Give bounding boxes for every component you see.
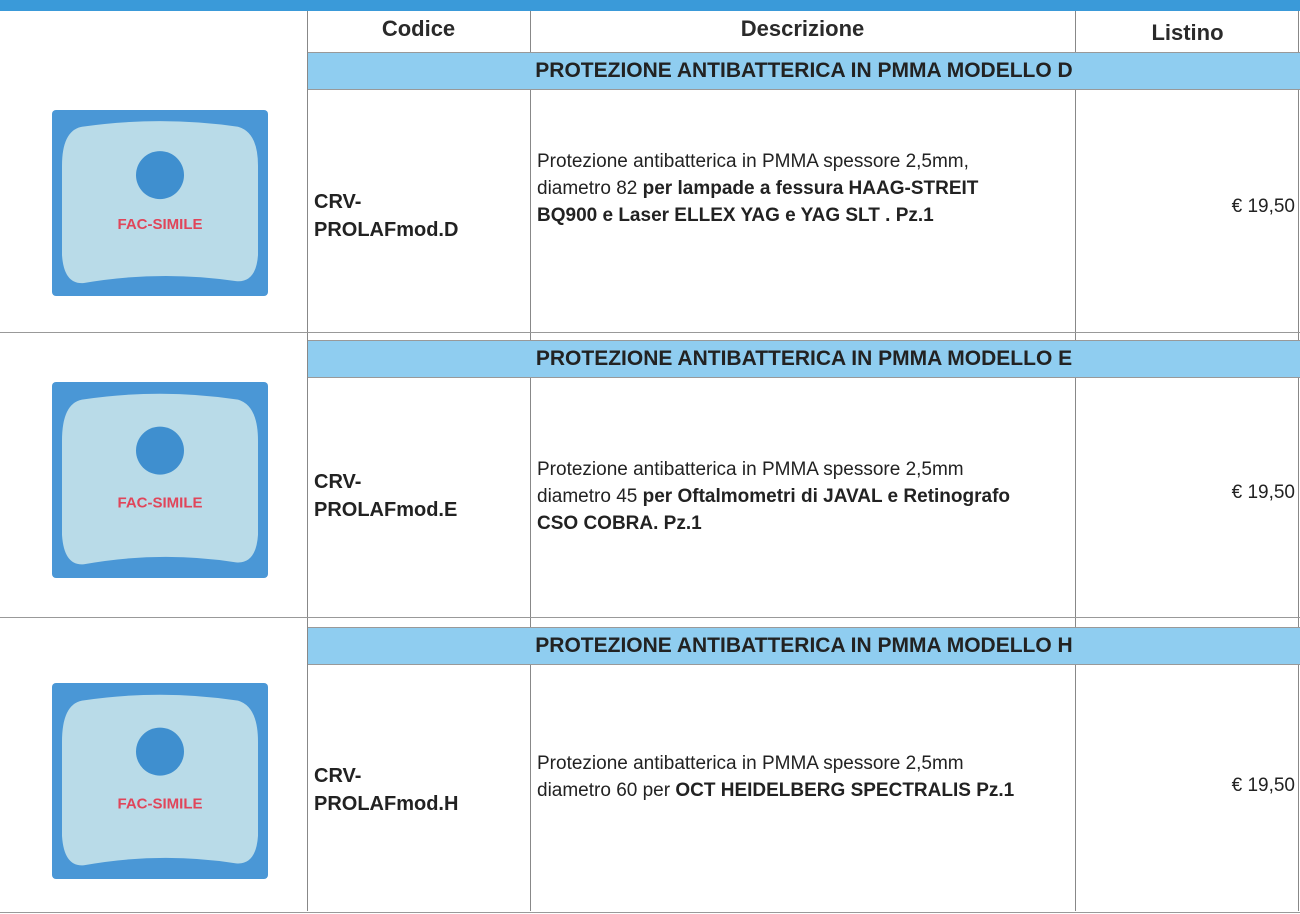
product-description: Protezione antibatterica in PMMA spessor… — [537, 750, 1037, 804]
product-code: CRV-PROLAFmod.E — [314, 471, 458, 521]
product-image: FAC-SIMILE — [52, 110, 268, 296]
product-price: € 19,50 — [1231, 482, 1295, 503]
product-image-svg: FAC-SIMILE — [52, 683, 268, 879]
col-divider — [1075, 11, 1076, 911]
description-segment: OCT HEIDELBERG SPECTRALIS Pz.1 — [675, 780, 1015, 801]
product-code: CRV-PROLAFmod.H — [314, 765, 459, 815]
description-segment: Protezione antibatterica in PMMA spessor… — [537, 151, 969, 199]
product-description: Protezione antibatterica in PMMA spessor… — [537, 148, 1037, 229]
description-segment: per lampade a fessura HAAG-STREIT BQ900 … — [537, 178, 979, 226]
product-price: € 19,50 — [1231, 775, 1295, 796]
header-descrizione: Descrizione — [740, 16, 865, 41]
section-title: PROTEZIONE ANTIBATTERICA IN PMMA MODELLO… — [308, 52, 1300, 90]
col-divider — [307, 11, 308, 911]
header-codice: Codice — [381, 16, 456, 41]
row-divider — [0, 617, 1300, 618]
row-divider — [0, 332, 1300, 333]
shield-hole — [136, 727, 184, 776]
description-segment: per Oftalmometri di JAVAL e Retinografo … — [537, 486, 1011, 534]
col-divider — [1298, 11, 1299, 911]
header-listino: Listino — [1151, 20, 1224, 45]
shield-shape — [62, 393, 258, 565]
col-divider — [530, 11, 531, 911]
top-bar — [0, 0, 1300, 11]
shield-shape — [62, 121, 258, 284]
description-segment: Protezione antibatterica in PMMA spessor… — [537, 753, 964, 801]
shield-shape — [62, 694, 258, 866]
product-description: Protezione antibatterica in PMMA spessor… — [537, 456, 1037, 537]
image-label: FAC-SIMILE — [118, 216, 203, 233]
image-label: FAC-SIMILE — [118, 494, 203, 511]
product-price: € 19,50 — [1231, 196, 1295, 217]
shield-hole — [136, 426, 184, 475]
product-image-svg: FAC-SIMILE — [52, 110, 268, 296]
row-divider — [0, 912, 1300, 913]
product-image: FAC-SIMILE — [52, 382, 268, 578]
product-code: CRV-PROLAFmod.D — [314, 191, 459, 241]
description-segment: Protezione antibatterica in PMMA spessor… — [537, 459, 964, 507]
shield-hole — [136, 151, 184, 200]
section-title: PROTEZIONE ANTIBATTERICA IN PMMA MODELLO… — [308, 627, 1300, 665]
section-title: PROTEZIONE ANTIBATTERICA IN PMMA MODELLO… — [308, 340, 1300, 378]
product-image: FAC-SIMILE — [52, 683, 268, 879]
product-image-svg: FAC-SIMILE — [52, 382, 268, 578]
image-label: FAC-SIMILE — [118, 795, 203, 812]
